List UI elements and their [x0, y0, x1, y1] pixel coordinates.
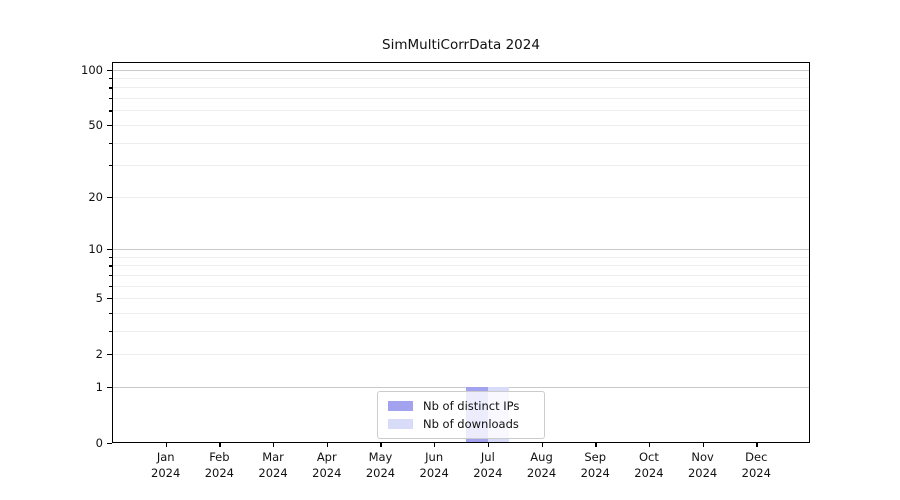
y-minor-tick-mark	[109, 110, 112, 112]
y-tick-label: 1	[95, 379, 103, 394]
x-tick-mark	[326, 443, 329, 447]
y-minor-tick-mark	[109, 87, 112, 89]
x-tick-mark	[648, 443, 651, 447]
y-minor-gridline	[112, 285, 810, 287]
x-tick-mark	[702, 443, 704, 447]
x-tick-mark	[380, 443, 382, 447]
x-tick-mark	[487, 443, 490, 447]
x-tick-mark	[219, 443, 221, 447]
legend-label-distinct-ips: Nb of distinct IPs	[423, 399, 520, 413]
y-minor-tick-mark	[109, 98, 112, 100]
legend: Nb of distinct IPs Nb of downloads	[377, 391, 545, 439]
x-tick-mark	[541, 443, 543, 447]
y-minor-tick-mark	[109, 285, 112, 287]
x-tick-mark	[165, 443, 167, 447]
y-minor-gridline	[112, 110, 810, 112]
y-tick-label: 2	[95, 347, 103, 362]
y-minor-gridline	[112, 196, 810, 198]
x-tick-label: Jan 2024	[151, 450, 181, 480]
x-tick-mark	[434, 443, 436, 447]
y-major-gridline	[112, 69, 810, 71]
y-minor-gridline	[112, 124, 810, 126]
y-tick-mark	[107, 298, 112, 300]
y-tick-mark	[107, 249, 112, 251]
x-tick-label: May 2024	[365, 450, 396, 480]
y-tick-label: 0	[95, 436, 103, 450]
y-tick-mark	[107, 354, 112, 356]
y-minor-gridline	[112, 98, 810, 100]
y-major-gridline	[112, 386, 810, 388]
y-minor-gridline	[112, 142, 810, 144]
y-minor-tick-mark	[109, 330, 112, 333]
axes-spine-box	[112, 62, 810, 443]
y-minor-gridline	[112, 312, 810, 314]
y-minor-gridline	[112, 298, 810, 300]
y-major-gridline	[112, 249, 810, 250]
legend-item: Nb of distinct IPs	[378, 397, 544, 415]
x-tick-label: Aug 2024	[526, 450, 557, 480]
y-minor-gridline	[112, 265, 810, 267]
y-minor-tick-mark	[109, 78, 112, 80]
x-tick-label: Sep 2024	[580, 450, 610, 480]
plot-area	[112, 62, 810, 443]
y-minor-tick-mark	[109, 142, 112, 144]
y-minor-tick-mark	[109, 265, 112, 267]
y-minor-gridline	[112, 165, 810, 167]
x-tick-label: Oct 2024	[634, 450, 664, 480]
y-tick-mark	[107, 69, 112, 71]
y-tick-mark	[107, 124, 112, 127]
y-tick-mark	[107, 443, 112, 445]
y-tick-label: 100	[81, 62, 103, 77]
y-tick-label: 5	[95, 291, 103, 306]
x-tick-mark	[595, 443, 597, 447]
y-tick-label: 10	[88, 242, 103, 256]
y-tick-label: 20	[88, 189, 103, 204]
y-minor-tick-mark	[109, 274, 112, 277]
y-minor-gridline	[112, 78, 810, 80]
x-tick-mark	[273, 443, 275, 447]
legend-label-downloads: Nb of downloads	[423, 417, 519, 431]
x-tick-label: Feb 2024	[204, 450, 235, 480]
y-minor-tick-mark	[109, 256, 112, 259]
y-minor-gridline	[112, 87, 810, 89]
legend-item: Nb of downloads	[378, 415, 544, 433]
x-tick-mark	[756, 443, 758, 447]
y-minor-gridline	[112, 274, 810, 276]
y-minor-gridline	[112, 354, 810, 356]
y-minor-tick-mark	[109, 165, 112, 167]
legend-swatch-distinct-ips	[388, 401, 413, 411]
x-tick-label: Jul 2024	[473, 450, 503, 480]
x-tick-label: Apr 2024	[312, 450, 342, 480]
x-tick-label: Dec 2024	[741, 450, 771, 480]
y-tick-mark	[107, 386, 112, 389]
legend-swatch-downloads	[388, 419, 413, 429]
y-tick-label: 50	[88, 117, 103, 132]
y-minor-gridline	[112, 330, 810, 332]
x-tick-label: Nov 2024	[687, 450, 718, 480]
y-minor-tick-mark	[109, 312, 112, 315]
y-tick-mark	[107, 196, 112, 198]
chart-title: SimMultiCorrData 2024	[382, 37, 540, 53]
x-tick-label: Jun 2024	[419, 450, 449, 480]
x-tick-label: Mar 2024	[258, 450, 288, 480]
y-minor-gridline	[112, 256, 810, 258]
